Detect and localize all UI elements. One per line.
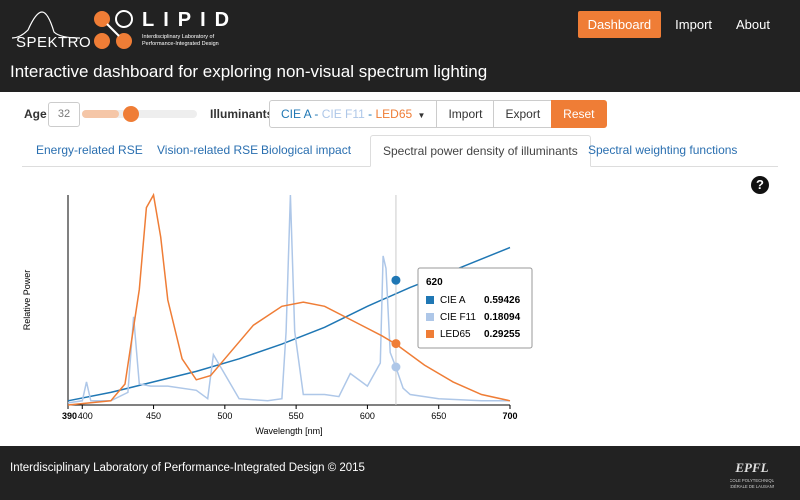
series-line-led65 bbox=[67, 192, 511, 406]
x-tick-label: 450 bbox=[146, 411, 161, 421]
nav-dashboard[interactable]: Dashboard bbox=[577, 11, 662, 38]
series-line-cie-f11 bbox=[67, 194, 510, 404]
x-axis-label: Wavelength [nm] bbox=[255, 426, 322, 436]
hover-marker bbox=[391, 362, 401, 372]
age-label: Age bbox=[24, 107, 47, 121]
svg-text:FÉDÉRALE DE LAUSANNE: FÉDÉRALE DE LAUSANNE bbox=[730, 484, 774, 489]
tooltip-series-value: 0.18094 bbox=[484, 312, 521, 323]
tooltip-swatch bbox=[426, 296, 434, 304]
top-bar: SPEKTRO LIPID Interdisciplinary Laborato… bbox=[0, 0, 800, 92]
lipid-logo-title: LIPID bbox=[142, 9, 239, 31]
chevron-down-icon: ▼ bbox=[417, 111, 426, 120]
tooltip-series-value: 0.29255 bbox=[484, 329, 521, 340]
age-slider-handle[interactable] bbox=[122, 106, 139, 122]
svg-text:EPFL: EPFL bbox=[734, 460, 768, 475]
illuminants-label: Illuminants bbox=[210, 107, 274, 121]
epfl-logo-icon: EPFL ÉCOLE POLYTECHNIQUE FÉDÉRALE DE LAU… bbox=[730, 454, 774, 492]
hover-marker bbox=[391, 339, 401, 349]
y-axis-label: Relative Power bbox=[22, 270, 32, 331]
selected-separator: - bbox=[364, 107, 376, 121]
tab-biological-impact[interactable]: Biological impact bbox=[261, 143, 352, 157]
x-tick-label: 550 bbox=[289, 411, 304, 421]
illuminant-button-group: CIE A - CIE F11 - LED65 ▼ Import Export … bbox=[269, 100, 607, 128]
tab-energy-related-rse[interactable]: Energy-related RSE bbox=[36, 143, 143, 157]
tab-spectral-power-density[interactable]: Spectral power density of illuminants bbox=[370, 135, 591, 167]
tooltip-series-name: CIE A bbox=[440, 295, 466, 306]
page-title: Interactive dashboard for exploring non-… bbox=[10, 62, 488, 81]
tooltip-series-value: 0.59426 bbox=[484, 295, 521, 306]
spectral-power-chart: 390 400 450 500 550 600 650 700 Wavelength [nm] R… bbox=[22, 192, 533, 436]
tooltip-swatch bbox=[426, 313, 434, 321]
spektro-logo-text: SPEKTRO bbox=[16, 34, 92, 51]
footer-text: Interdisciplinary Laboratory of Performa… bbox=[10, 462, 365, 474]
age-slider-fill bbox=[82, 110, 119, 118]
x-tick-label: 500 bbox=[217, 411, 232, 421]
main-nav: Dashboard Import About bbox=[574, 11, 780, 38]
hover-marker bbox=[391, 275, 401, 285]
x-tick-label: 650 bbox=[431, 411, 446, 421]
tab-spectral-weighting-functions[interactable]: Spectral weighting functions bbox=[588, 143, 738, 157]
tab-vision-related-rse[interactable]: Vision-related RSE bbox=[157, 143, 259, 157]
question-icon[interactable]: ? bbox=[751, 176, 769, 194]
age-input[interactable]: 32 bbox=[48, 102, 80, 127]
tooltip-series-name: LED65 bbox=[440, 329, 471, 340]
x-tick-label: 700 bbox=[502, 411, 517, 421]
svg-text:ÉCOLE POLYTECHNIQUE: ÉCOLE POLYTECHNIQUE bbox=[730, 478, 774, 483]
selected-separator: - bbox=[311, 107, 322, 121]
tooltip-swatch bbox=[426, 330, 434, 338]
nav-about[interactable]: About bbox=[736, 17, 770, 32]
selected-cie-a: CIE A bbox=[281, 107, 312, 121]
tooltip-title: 620 bbox=[426, 277, 443, 288]
lipid-logo-subtitle: Interdisciplinary Laboratory of Performa… bbox=[142, 34, 219, 47]
import-button[interactable]: Import bbox=[436, 100, 495, 128]
selected-led65: LED65 bbox=[375, 107, 413, 121]
x-tick-label: 400 bbox=[78, 411, 93, 421]
selected-cie-f11: CIE F11 bbox=[321, 107, 365, 121]
tooltip-series-name: CIE F11 bbox=[440, 312, 476, 323]
tab-bar: Energy-related RSE Vision-related RSE Bi… bbox=[22, 135, 778, 167]
age-slider[interactable] bbox=[82, 106, 197, 122]
nav-import[interactable]: Import bbox=[675, 17, 713, 32]
x-tick-label: 600 bbox=[360, 411, 375, 421]
x-tick-label: 390 bbox=[62, 411, 77, 421]
tooltip-box bbox=[417, 267, 533, 349]
spektro-logo-icon[interactable] bbox=[10, 8, 88, 54]
lipid-logo-icon[interactable] bbox=[93, 10, 133, 50]
footer: Interdisciplinary Laboratory of Performa… bbox=[0, 446, 800, 500]
reset-button[interactable]: Reset bbox=[551, 100, 607, 128]
controls-bar: Age 32 Illuminants CIE A - CIE F11 - LED… bbox=[24, 100, 784, 128]
export-button[interactable]: Export bbox=[493, 100, 553, 128]
illuminants-dropdown[interactable]: CIE A - CIE F11 - LED65 ▼ bbox=[269, 100, 438, 128]
